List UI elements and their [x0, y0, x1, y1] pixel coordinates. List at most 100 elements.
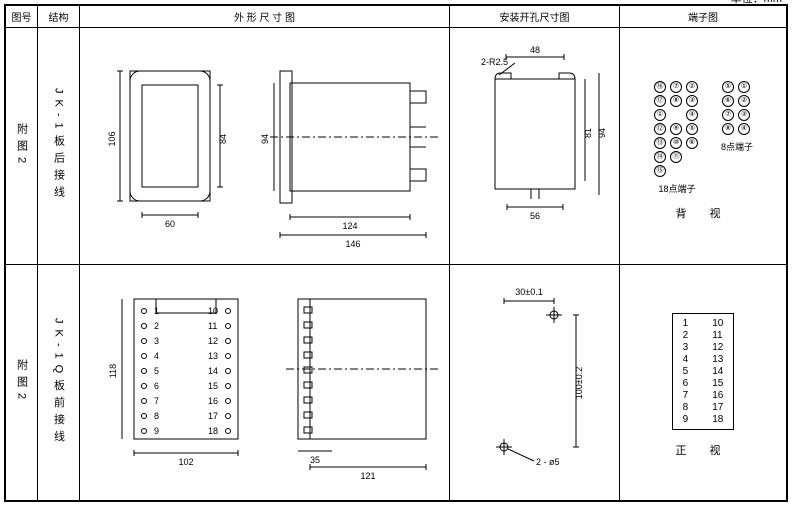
terminal-pin: ③: [686, 95, 698, 107]
svg-text:124: 124: [342, 221, 357, 231]
svg-text:118: 118: [108, 364, 118, 378]
terminal-pin: ④: [686, 109, 698, 121]
terminal-number: 16: [712, 390, 723, 401]
svg-text:10: 10: [208, 306, 218, 316]
term-grid-8: ⑤①⑥②⑦③⑧④: [718, 77, 756, 140]
hdr-mount: 安装开孔尺寸图: [450, 6, 620, 27]
terminal-pin: ②: [738, 95, 750, 107]
svg-text:13: 13: [208, 351, 218, 361]
r1-figno: 附图2: [14, 123, 30, 169]
label-8pt: 8点端子: [718, 140, 756, 153]
r2-term-cell: 123456789 101112131415161718 正 视: [620, 265, 786, 501]
terminal-pin: ⑰: [654, 95, 666, 107]
terminal-number: 17: [712, 402, 723, 413]
r2-mount-svg: 30±0.1 100±0.2 2 - ø5: [450, 267, 619, 497]
hdr-outline: 外 形 尺 寸 图: [80, 6, 450, 27]
svg-text:94: 94: [597, 128, 607, 138]
terminal-pin: ③: [738, 109, 750, 121]
hdr-term: 端子图: [620, 6, 786, 27]
hdr-figno: 图号: [6, 6, 38, 27]
terminal-pin: ⑦: [722, 109, 734, 121]
svg-text:2-R2.5: 2-R2.5: [481, 57, 508, 67]
terminal-pin: ⑤: [722, 81, 734, 93]
row-jk1: 附图2 JK-1板后接线 106 84: [6, 28, 786, 265]
terminal-pin: [670, 109, 682, 121]
terminal-number: 12: [712, 342, 723, 353]
svg-text:16: 16: [208, 396, 218, 406]
svg-text:17: 17: [208, 411, 218, 421]
svg-text:56: 56: [530, 211, 540, 221]
svg-text:35: 35: [310, 455, 320, 465]
terminal-number: 9: [683, 414, 689, 425]
terminal-number: 2: [683, 330, 689, 341]
term-grid-18: ⑯⑦② ⑰⑧③ ① ④ ⑫⑨⑤ ⑬⑩⑥ ⑭⑪⑮: [650, 77, 704, 182]
svg-text:3: 3: [154, 336, 159, 346]
terminal-number: 6: [683, 378, 689, 389]
svg-text:102: 102: [178, 457, 193, 467]
r1-term-cell: ⑯⑦②⑰⑧③①④⑫⑨⑤⑬⑩⑥⑭⑪⑮ 18点端子 ⑤①⑥②⑦③⑧④ 8点端子 背 …: [620, 28, 786, 264]
svg-text:1: 1: [154, 306, 159, 316]
svg-text:30±0.1: 30±0.1: [515, 287, 542, 297]
rear-view-label: 背 视: [675, 205, 730, 221]
svg-text:121: 121: [360, 471, 375, 481]
terminal-pin: [670, 165, 682, 177]
terminal-pin: ⑧: [722, 123, 734, 135]
terminal-pin: ⑥: [722, 95, 734, 107]
terminal-pin: ⑬: [654, 137, 666, 149]
svg-text:5: 5: [154, 366, 159, 376]
svg-text:11: 11: [208, 321, 217, 331]
svg-text:7: 7: [154, 396, 159, 406]
terminal-number: 1: [683, 318, 689, 329]
svg-text:106: 106: [107, 131, 117, 146]
label-18pt: 18点端子: [650, 182, 704, 195]
svg-text:81: 81: [583, 128, 593, 138]
r1-outline-svg: 106 84 60: [80, 31, 449, 261]
svg-text:146: 146: [345, 239, 360, 249]
terminal-pin: ②: [686, 81, 698, 93]
terminal-pin: ⑮: [654, 165, 666, 177]
terminal-number: 14: [712, 366, 723, 377]
r2-outline-svg: 123456789 101112131415161718 118 102: [80, 267, 449, 497]
terminal-pin: ⑦: [670, 81, 682, 93]
svg-text:2: 2: [154, 321, 159, 331]
hdr-struct: 结构: [38, 6, 80, 27]
terminal-pin: ⑪: [670, 151, 682, 163]
front-view-label: 正 视: [675, 442, 730, 458]
svg-text:15: 15: [208, 381, 218, 391]
term-list-box: 123456789 101112131415161718: [672, 313, 735, 430]
svg-text:100±0.2: 100±0.2: [574, 367, 584, 399]
svg-text:94: 94: [260, 134, 270, 144]
terminal-pin: ①: [654, 109, 666, 121]
r1-outline-cell: 106 84 60: [80, 28, 450, 264]
r2-struct: JK-1Q板前接线: [51, 318, 67, 447]
header-row: 图号 结构 外 形 尺 寸 图 安装开孔尺寸图 端子图: [6, 6, 786, 28]
terminal-pin: ⑥: [686, 137, 698, 149]
svg-text:6: 6: [154, 381, 159, 391]
r2-figno: 附图2: [14, 359, 30, 405]
svg-text:12: 12: [208, 336, 218, 346]
terminal-number: 3: [683, 342, 689, 353]
terminal-pin: [686, 165, 698, 177]
terminal-pin: ⑨: [670, 123, 682, 135]
terminal-number: 10: [712, 318, 723, 329]
row-jk1q: 附图2 JK-1Q板前接线 123456789 1011121314151617…: [6, 265, 786, 501]
terminal-number: 8: [683, 402, 689, 413]
svg-text:60: 60: [165, 219, 175, 229]
terminal-number: 18: [712, 414, 723, 425]
terminal-pin: ⑫: [654, 123, 666, 135]
terminal-number: 11: [712, 330, 723, 341]
terminal-pin: ⑤: [686, 123, 698, 135]
r2-mount-cell: 30±0.1 100±0.2 2 - ø5: [450, 265, 620, 501]
r1-mount-svg: 2-R2.5 48 81 94 56: [450, 31, 619, 261]
terminal-pin: ⑧: [670, 95, 682, 107]
svg-text:14: 14: [208, 366, 218, 376]
terminal-pin: ④: [738, 123, 750, 135]
terminal-number: 4: [683, 354, 689, 365]
terminal-pin: ⑩: [670, 137, 682, 149]
terminal-pin: ⑯: [654, 81, 666, 93]
table-frame: 单位：mm 图号 结构 外 形 尺 寸 图 安装开孔尺寸图 端子图 附图2 JK…: [4, 4, 788, 502]
terminal-pin: ⑭: [654, 151, 666, 163]
r1-struct: JK-1板后接线: [51, 88, 67, 203]
terminal-number: 13: [712, 354, 723, 365]
terminal-number: 15: [712, 378, 723, 389]
